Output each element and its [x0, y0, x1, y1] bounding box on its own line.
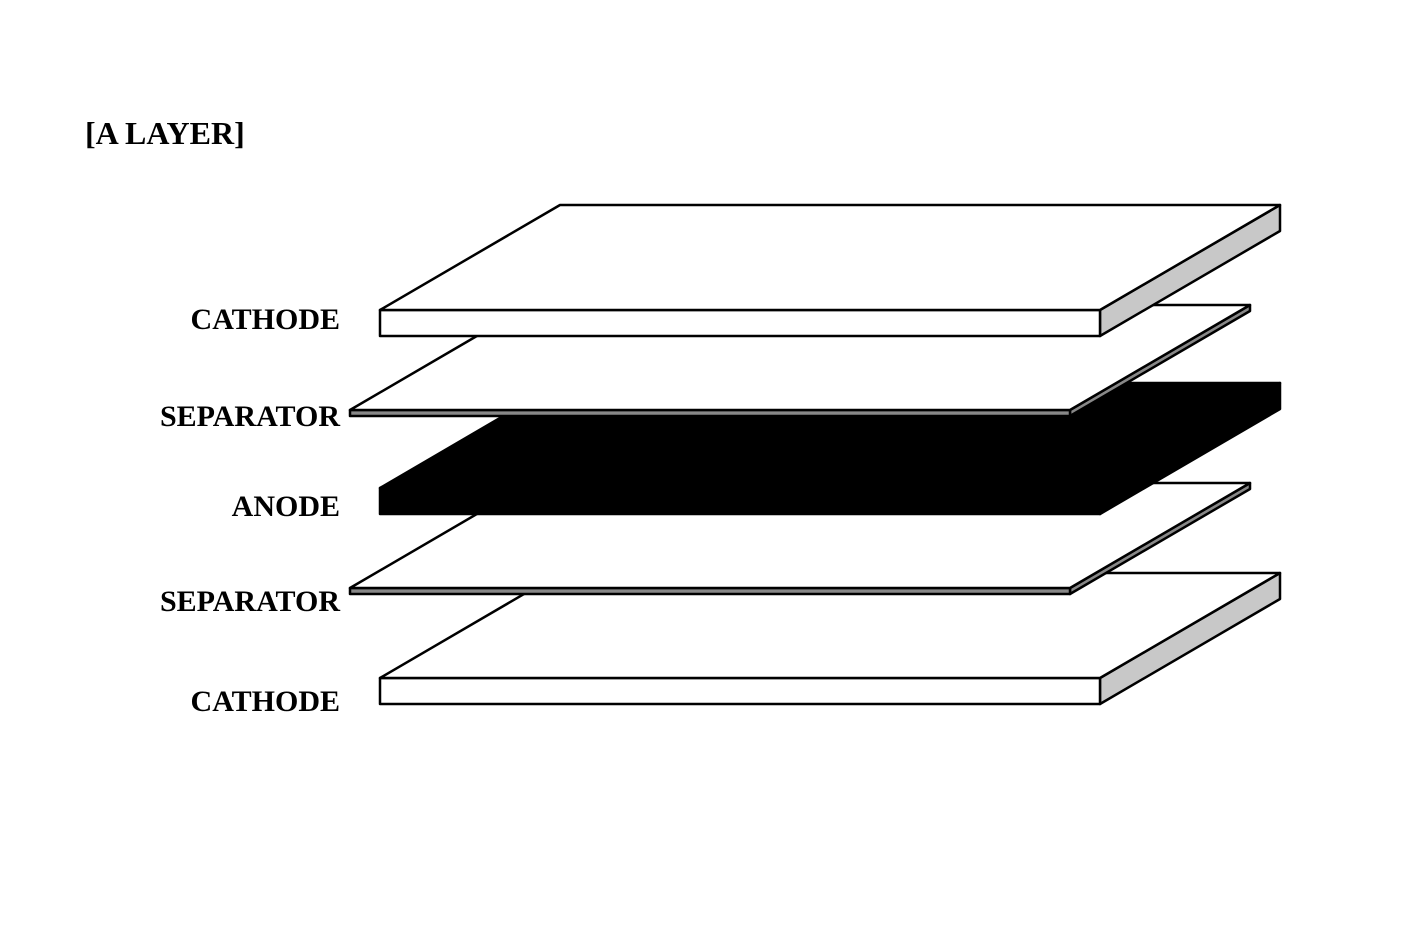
- layer-stack-diagram: [300, 200, 1300, 780]
- layer-front: [380, 678, 1100, 704]
- layer-label: ANODE: [0, 490, 340, 524]
- layer-label: CATHODE: [0, 303, 340, 337]
- layer-label: SEPARATOR: [0, 585, 340, 619]
- layer-front: [380, 488, 1100, 514]
- canvas: [A LAYER] CATHODE SEPARATOR ANODE SEPARATOR…: [0, 0, 1419, 931]
- diagram-title: [A LAYER]: [85, 115, 245, 152]
- layer-label: CATHODE: [0, 685, 340, 719]
- layer-label: SEPARATOR: [0, 400, 340, 434]
- layer-front: [380, 310, 1100, 336]
